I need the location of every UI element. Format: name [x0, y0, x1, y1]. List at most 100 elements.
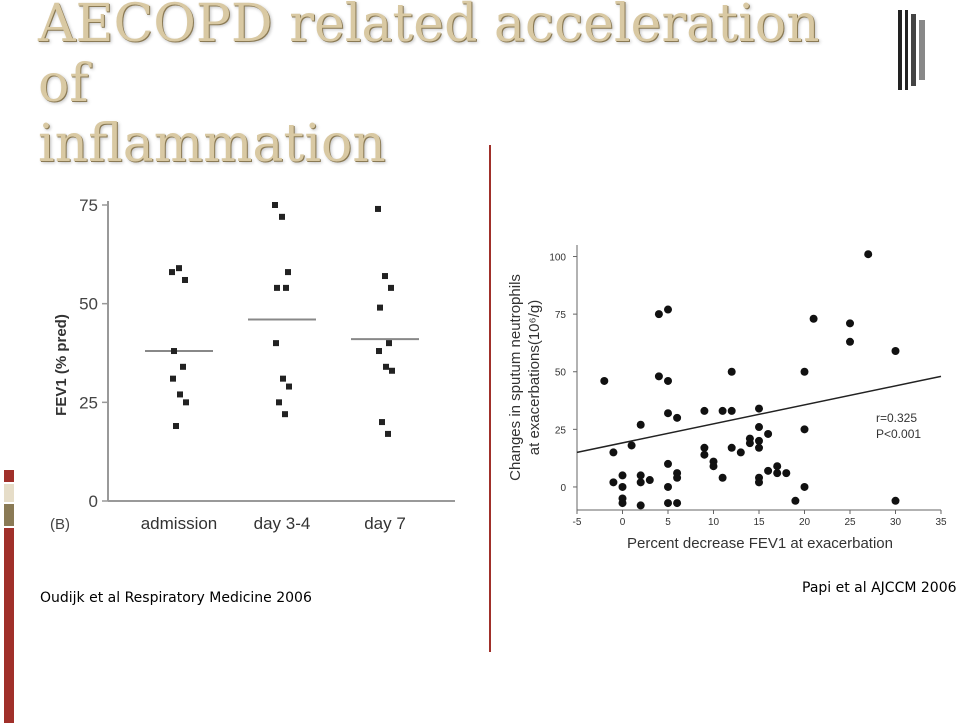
data-point — [664, 305, 672, 314]
data-point — [183, 399, 189, 406]
data-point — [755, 423, 763, 432]
x-tick-label: 0 — [620, 517, 626, 528]
data-point — [382, 273, 388, 280]
x-tick-label: 25 — [844, 517, 856, 528]
data-point — [846, 319, 854, 328]
x-tick-label: 5 — [665, 517, 671, 528]
data-point — [664, 409, 672, 418]
data-point — [272, 202, 278, 208]
data-point — [600, 376, 609, 385]
data-point — [673, 473, 682, 482]
data-point — [773, 462, 782, 471]
y-tick-label: 25 — [79, 393, 98, 412]
y-axis-label-line2: at exacerbations(10⁶/g) — [526, 300, 543, 455]
data-point — [745, 439, 754, 448]
data-point — [377, 304, 383, 311]
data-point — [809, 314, 818, 323]
data-point — [846, 337, 854, 346]
data-point — [673, 413, 682, 422]
data-point — [375, 205, 381, 212]
data-point — [389, 367, 395, 374]
data-point — [383, 363, 389, 370]
data-point — [755, 443, 763, 452]
y-tick-label: 25 — [555, 425, 567, 436]
data-point — [718, 473, 727, 482]
x-tick-label: 35 — [935, 517, 947, 528]
x-tick-label: 30 — [890, 517, 902, 528]
category-label: admission — [141, 514, 218, 533]
data-point — [891, 347, 900, 355]
data-point — [180, 363, 186, 370]
data-point — [274, 284, 280, 291]
data-point — [755, 436, 763, 445]
data-point — [664, 376, 672, 385]
citation-left: Oudijk et al Respiratory Medicine 2006 — [40, 590, 312, 606]
data-point — [273, 340, 279, 347]
data-point — [286, 383, 292, 390]
category-label: day 7 — [364, 514, 406, 533]
vertical-divider — [489, 145, 491, 652]
data-point — [755, 404, 763, 413]
data-point — [700, 406, 709, 415]
data-point — [800, 425, 809, 434]
data-point — [800, 367, 809, 376]
neutrophil-scatter-plot: 0 25 50 75 100 -5 0 5 10 15 20 25 30 35 Percent decrea… — [507, 245, 947, 552]
data-point — [782, 469, 791, 478]
x-tick-label: 20 — [799, 517, 811, 528]
data-point — [636, 420, 645, 429]
panel-label: (B) — [50, 516, 70, 533]
data-point — [386, 340, 392, 347]
data-point — [709, 462, 718, 471]
y-tick-label: 75 — [79, 196, 98, 215]
y-axis-label: FEV1 (% pred) — [53, 314, 70, 416]
data-point — [279, 213, 285, 220]
data-point — [673, 499, 682, 508]
annotation-r: r=0.325 — [876, 411, 917, 425]
x-tick-label: -5 — [573, 517, 582, 528]
data-point — [664, 459, 672, 468]
y-tick-label: 50 — [79, 295, 98, 314]
corner-stripes-decoration — [898, 10, 925, 90]
slide-title: AECOPD related acceleration of inflammat… — [38, 0, 858, 174]
data-point — [636, 501, 645, 510]
data-point — [627, 441, 636, 450]
data-point — [773, 469, 782, 478]
data-point — [182, 276, 188, 283]
data-point — [636, 478, 645, 487]
data-point — [718, 406, 727, 415]
data-point — [388, 284, 394, 291]
y-axis-label-line1: Changes in sputum neutrophils — [507, 274, 524, 481]
data-point — [727, 406, 736, 415]
data-point — [609, 478, 618, 487]
data-point — [645, 476, 654, 485]
data-point — [664, 499, 672, 508]
data-point — [282, 411, 288, 418]
data-point — [764, 429, 773, 438]
annotation-p: P<0.001 — [876, 427, 921, 441]
slide-title-line1: AECOPD related acceleration of — [38, 0, 820, 114]
y-tick-label: 0 — [560, 483, 566, 494]
data-point — [700, 450, 709, 459]
data-point — [700, 443, 709, 452]
citation-right: Papi et al AJCCM 2006 — [802, 580, 957, 596]
x-tick-label: 15 — [753, 517, 765, 528]
data-point — [280, 375, 286, 382]
data-point — [285, 269, 291, 276]
data-point — [618, 482, 627, 491]
data-point — [664, 482, 672, 491]
data-point — [170, 375, 176, 382]
y-tick-label: 0 — [89, 492, 98, 511]
data-point — [177, 391, 183, 398]
slide-title-line2: inflammation — [38, 114, 386, 174]
data-point — [727, 367, 736, 376]
data-point — [864, 250, 873, 259]
y-tick-label: 75 — [555, 310, 567, 321]
data-point — [385, 430, 391, 437]
data-point — [609, 448, 618, 457]
data-point — [800, 482, 809, 491]
y-tick-label: 100 — [549, 253, 566, 264]
x-tick-label: 10 — [708, 517, 720, 528]
data-point — [276, 399, 282, 406]
data-point — [176, 265, 182, 272]
